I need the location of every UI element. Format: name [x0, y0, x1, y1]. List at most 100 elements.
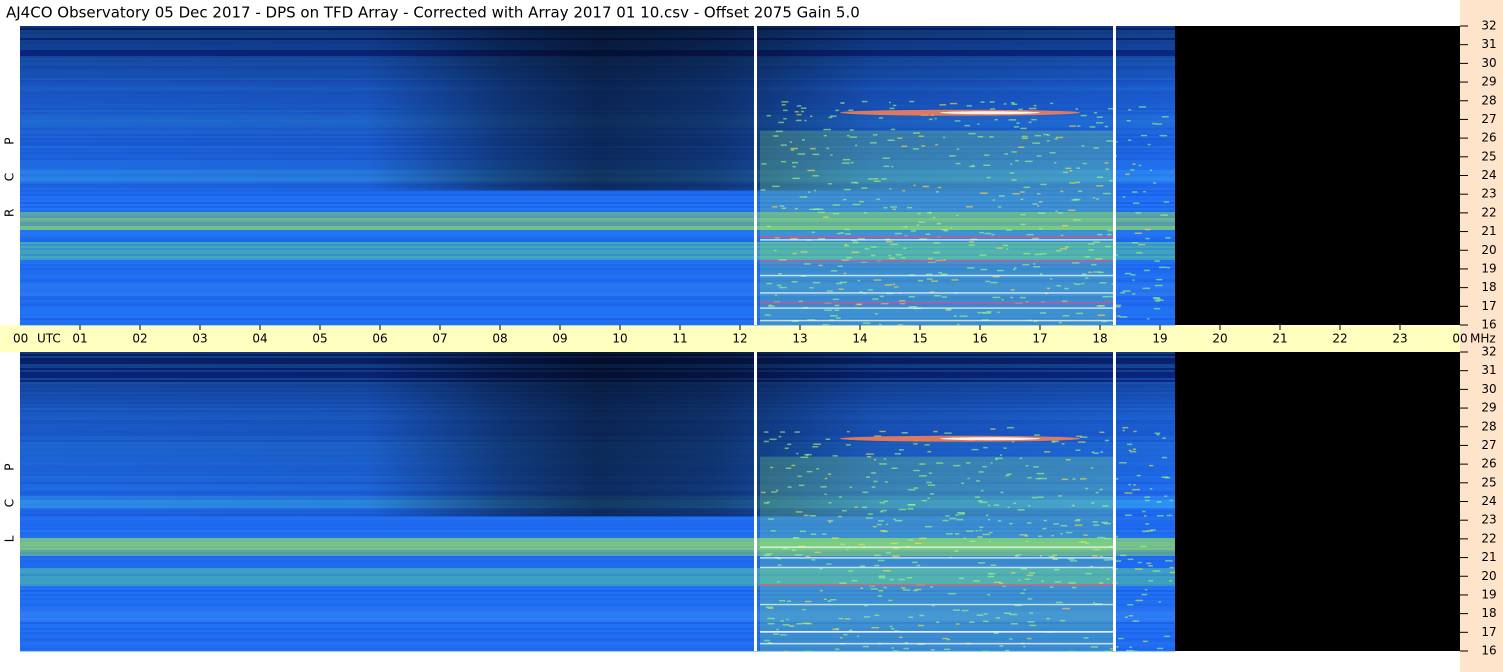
speckle: [1055, 136, 1064, 139]
spectrogram-row: [20, 576, 1175, 578]
speckle: [1034, 134, 1042, 137]
speckle: [1104, 162, 1109, 164]
speckle: [777, 284, 782, 287]
speckle: [822, 533, 827, 535]
freq-label: 19: [1481, 587, 1496, 601]
speckle: [842, 102, 845, 104]
speckle: [791, 464, 796, 467]
speckle: [988, 518, 991, 521]
spectrogram-row: [20, 292, 1175, 294]
speckle: [1027, 477, 1032, 479]
speckle: [912, 148, 920, 150]
speckle: [840, 102, 844, 104]
speckle: [864, 604, 868, 607]
speckle: [1047, 134, 1050, 136]
speckle: [982, 465, 987, 468]
speckle: [778, 435, 782, 438]
speckle: [1014, 267, 1017, 269]
speckle: [891, 647, 895, 649]
speckle: [772, 185, 780, 188]
speckle: [1116, 315, 1121, 317]
speckle: [933, 251, 940, 254]
speckle: [782, 624, 790, 626]
spectrogram-row: [20, 216, 1175, 218]
speckle: [987, 593, 991, 596]
speckle: [1046, 617, 1051, 620]
time-label: 20: [1212, 332, 1227, 346]
speckle: [931, 280, 939, 282]
freq-label: 30: [1481, 56, 1496, 70]
speckle: [1023, 252, 1031, 255]
speckle: [801, 139, 806, 141]
spectrogram-row: [20, 544, 1175, 546]
speckle: [1011, 572, 1016, 574]
speckle: [1010, 296, 1013, 299]
speckle: [1050, 102, 1054, 105]
speckle: [828, 116, 833, 119]
speckle: [1160, 214, 1169, 216]
speckle: [1161, 456, 1168, 459]
speckle: [1024, 578, 1031, 580]
speckle: [1128, 449, 1132, 452]
spectrogram-row: [20, 596, 1175, 598]
speckle: [1023, 588, 1027, 591]
speckle: [993, 632, 999, 634]
speckle: [1127, 604, 1134, 606]
speckle: [957, 512, 966, 514]
speckle: [952, 609, 961, 611]
speckle: [985, 280, 991, 283]
spectrogram-row: [20, 250, 1175, 252]
speckle: [774, 237, 780, 239]
spectrogram-row: [20, 534, 1175, 536]
spectrogram-row: [20, 212, 1175, 214]
spectrogram-row: [20, 230, 1175, 232]
speckle: [938, 272, 943, 274]
speckle: [1154, 300, 1160, 302]
speckle: [1044, 451, 1051, 453]
no-data: [1175, 26, 1460, 325]
speckle: [827, 473, 832, 475]
speckle: [1138, 243, 1146, 246]
speckle: [946, 533, 953, 535]
speckle: [1078, 541, 1085, 543]
speckle: [1144, 496, 1151, 498]
speckle: [1033, 320, 1038, 323]
speckle: [822, 324, 829, 326]
speckle: [1130, 450, 1137, 453]
spectrogram-row: [20, 650, 1175, 652]
speckle: [903, 226, 908, 228]
speckle: [1012, 193, 1020, 195]
unit-label: MHz: [1470, 332, 1496, 346]
speckle: [979, 529, 982, 532]
speckle: [802, 608, 806, 611]
speckle: [826, 147, 829, 150]
speckle: [1169, 580, 1173, 582]
speckle: [1048, 556, 1055, 558]
speckle: [953, 315, 957, 317]
speckle: [1145, 237, 1150, 240]
speckle: [1024, 160, 1033, 163]
speckle: [936, 222, 942, 225]
speckle: [858, 238, 865, 240]
speckle: [780, 431, 786, 433]
freq-label: 29: [1481, 75, 1496, 89]
gap-line: [754, 352, 757, 651]
speckle: [1073, 282, 1076, 285]
speckle: [1092, 241, 1101, 243]
speckle: [898, 578, 905, 581]
speckle: [1096, 116, 1103, 118]
speckle: [813, 208, 820, 210]
speckle: [980, 192, 988, 194]
speckle: [1154, 284, 1163, 287]
time-label: 21: [1272, 332, 1287, 346]
speckle: [919, 463, 926, 465]
speckle: [1032, 142, 1041, 144]
speckle: [915, 588, 922, 591]
speckle: [1132, 650, 1138, 653]
spectrogram-row: [20, 232, 1175, 234]
spectrogram-row: [20, 254, 1175, 256]
speckle: [1104, 125, 1109, 128]
speckle: [1142, 510, 1146, 513]
speckle: [1125, 514, 1132, 516]
speckle: [1026, 574, 1034, 577]
